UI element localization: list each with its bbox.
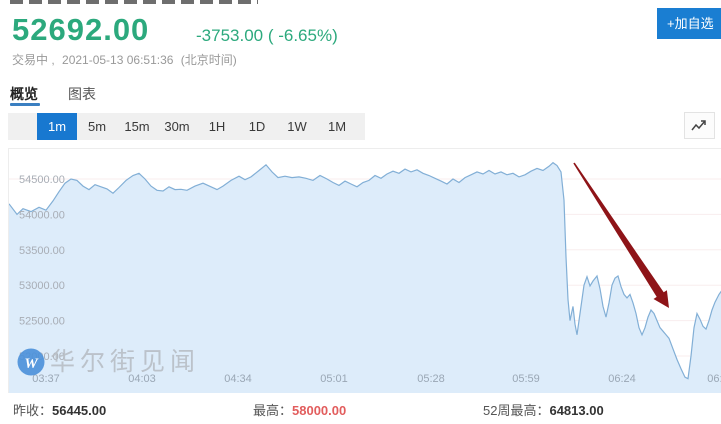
crash-arrow-annotation [573, 162, 669, 308]
footer-stat-value: 56445.00 [52, 403, 107, 418]
watermark-text: 华尔街见闻 [50, 348, 200, 376]
period-button-1m[interactable]: 1m [37, 113, 77, 140]
tab-overview[interactable]: 概览 [10, 86, 38, 102]
x-axis-label: 03:37 [32, 373, 60, 385]
price-chart[interactable]: 54500.00 54000.00 53500.00 53000.00 52500.00… [8, 148, 721, 393]
x-axis-label: 06:51 [707, 373, 721, 385]
period-button-1W[interactable]: 1W [287, 119, 307, 134]
footer-stat-label: 最高： [253, 403, 293, 418]
y-axis-label: 54000.00 [19, 209, 65, 221]
chart-type-button[interactable] [684, 112, 715, 139]
x-axis-label: 04:34 [224, 373, 252, 385]
current-price: 52692.00 [12, 12, 150, 47]
footer-stat-0: 昨收：56445.00 [13, 400, 106, 419]
period-button-1M[interactable]: 1M [327, 119, 347, 134]
watermark-logo-letter: W [24, 356, 39, 372]
footer-stat-value: 64813.00 [549, 403, 604, 418]
watermark-logo-icon [17, 348, 45, 376]
period-button-1D[interactable]: 1D [248, 119, 266, 134]
x-axis-label: 04:03 [128, 373, 156, 385]
trading-status-line: 交易中 , 2021-05-13 06:51:36 (北京时间) [12, 51, 241, 68]
price-change: -3753.00 ( -6.65%) [196, 26, 338, 45]
period-button-1H[interactable]: 1H [208, 119, 226, 134]
trading-status: 交易中 , [12, 53, 55, 67]
x-axis-label: 05:59 [512, 373, 540, 385]
x-axis-label: 05:28 [417, 373, 445, 385]
y-axis-label: 53000.00 [19, 280, 65, 292]
footer-stat-label: 52周最高： [483, 403, 550, 418]
active-tab-underline [10, 103, 40, 106]
tab-chart[interactable]: 图表 [68, 86, 96, 102]
add-watchlist-button[interactable]: +加自选 [657, 8, 721, 39]
period-button-15m[interactable]: 15m [124, 119, 150, 134]
x-axis-label: 05:01 [320, 373, 348, 385]
period-button-5m[interactable]: 5m [87, 119, 107, 134]
period-selector-bar: 1m 5m 15m 30m 1H 1D 1W 1M [8, 113, 365, 140]
quote-timezone: (北京时间) [180, 53, 237, 67]
x-axis-label: 06:24 [608, 373, 636, 385]
footer-stat-value: 58000.00 [292, 403, 347, 418]
chart-svg: 54500.00 54000.00 53500.00 53000.00 52500.00… [8, 161, 721, 393]
footer-stat-1: 最高：58000.00 [253, 400, 346, 419]
price-line [8, 161, 721, 380]
price-area [9, 162, 721, 393]
y-axis-label: 52500.00 [19, 316, 65, 328]
y-axis-label: 53500.00 [19, 245, 65, 257]
y-axis-label: 54500.00 [19, 174, 65, 186]
quote-datetime: 2021-05-13 06:51:36 [62, 53, 174, 67]
footer-stat-label: 昨收： [13, 403, 53, 418]
period-button-30m[interactable]: 30m [164, 119, 190, 134]
clipped-title-text [10, 0, 258, 4]
line-chart-icon [690, 119, 706, 130]
footer-stat-2: 52周最高：64813.00 [483, 400, 604, 419]
